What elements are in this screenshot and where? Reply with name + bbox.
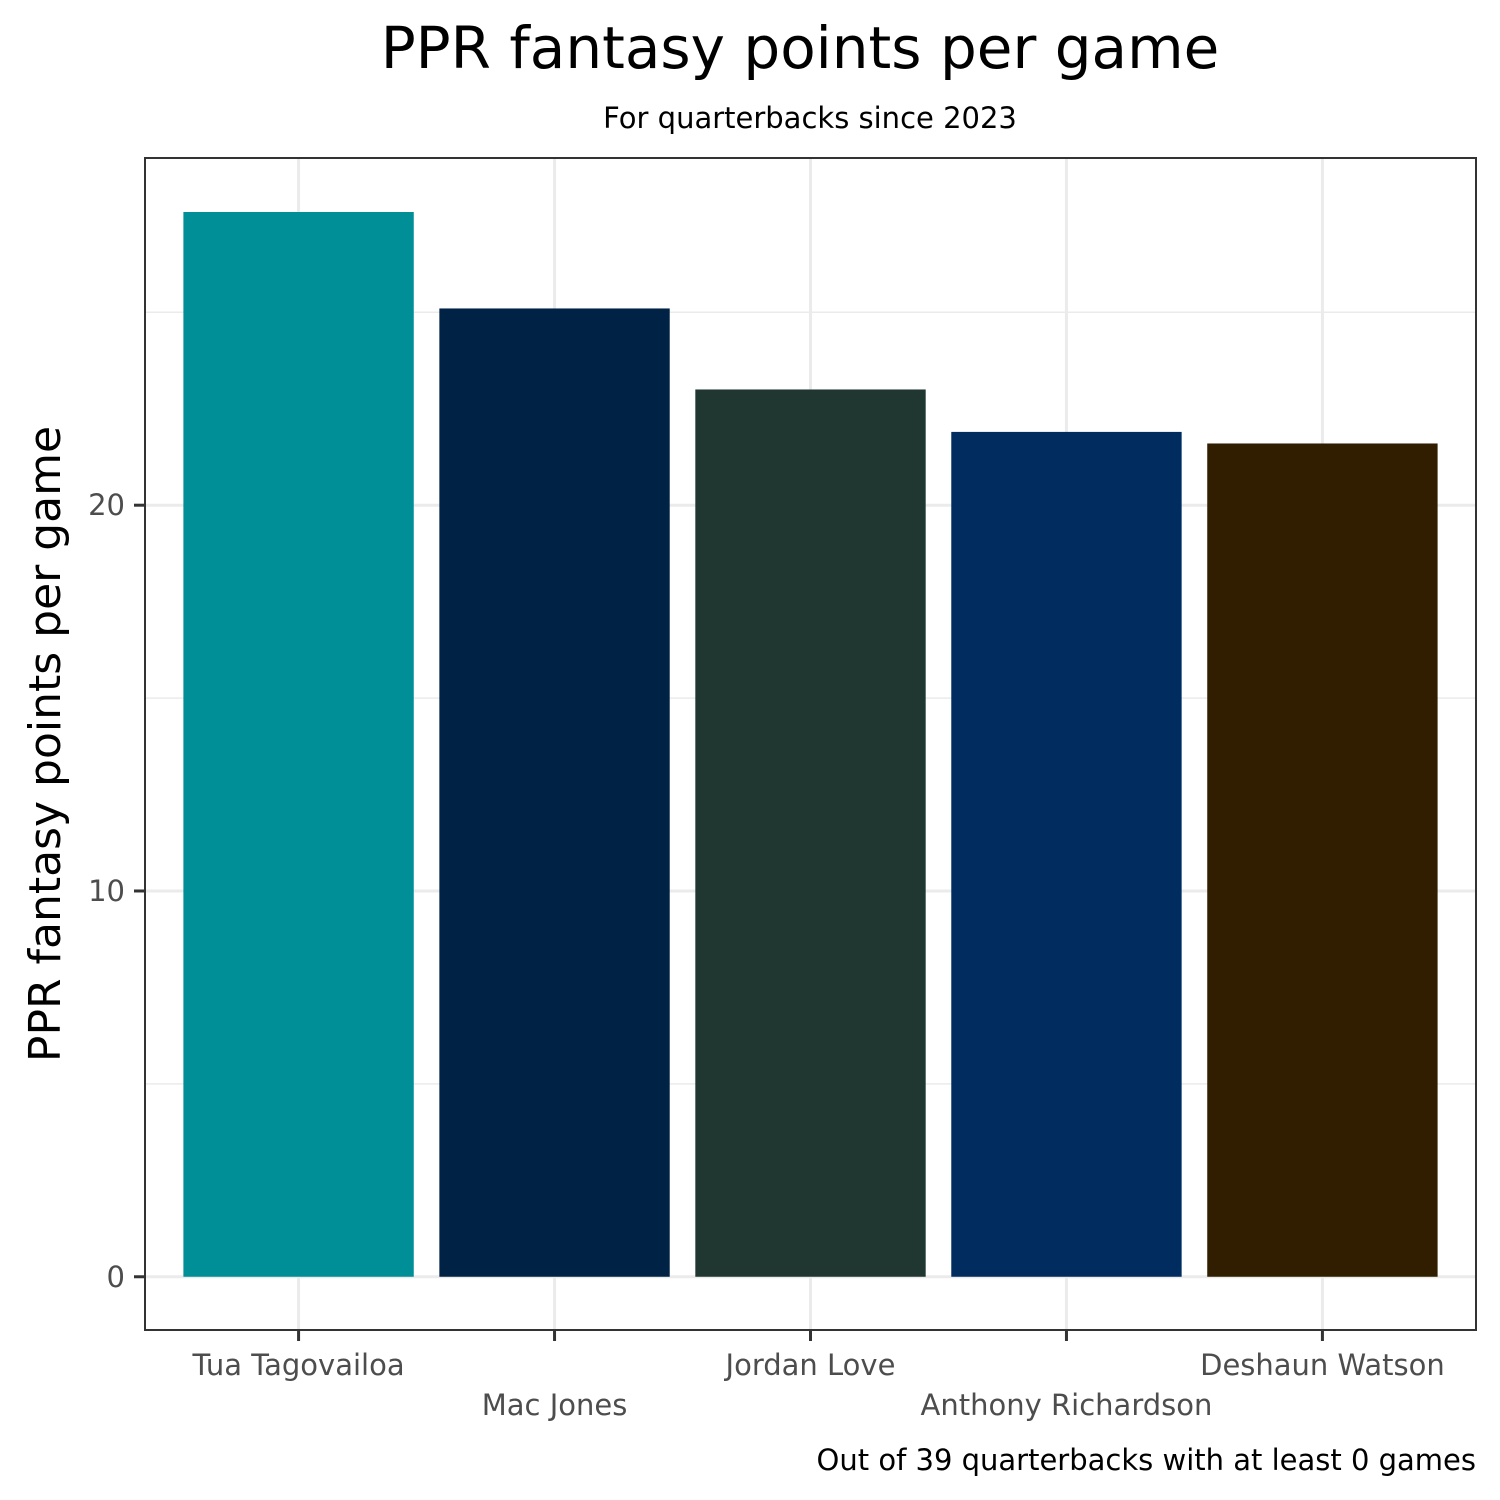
bar-anthony-richardson: [951, 431, 1182, 1277]
axes: 0 10 20 Tua Tagovailoa Mac Jones Jordan Love A…: [88, 488, 1445, 1422]
y-tick-label: 20: [88, 488, 125, 522]
y-tick-label: 0: [107, 1260, 125, 1294]
bar-mac-jones: [439, 308, 670, 1277]
x-tick-label: Anthony Richardson: [921, 1388, 1213, 1422]
chart-title: PPR fantasy points per game: [381, 14, 1220, 82]
x-tick-label: Tua Tagovailoa: [192, 1348, 405, 1382]
bar-deshaun-watson: [1207, 443, 1438, 1277]
x-tick-label: Mac Jones: [482, 1388, 628, 1422]
bar-tua-tagovailoa: [183, 212, 414, 1277]
y-tick-label: 10: [88, 874, 125, 908]
x-tick-label: Jordan Love: [724, 1348, 896, 1382]
y-axis-label: PPR fantasy points per game: [20, 426, 71, 1062]
chart-caption: Out of 39 quarterbacks with at least 0 g…: [817, 1443, 1476, 1477]
chart-subtitle: For quarterbacks since 2023: [603, 101, 1017, 135]
bars: [183, 212, 1438, 1277]
x-tick-label: Deshaun Watson: [1200, 1348, 1445, 1382]
bar-jordan-love: [695, 389, 926, 1277]
